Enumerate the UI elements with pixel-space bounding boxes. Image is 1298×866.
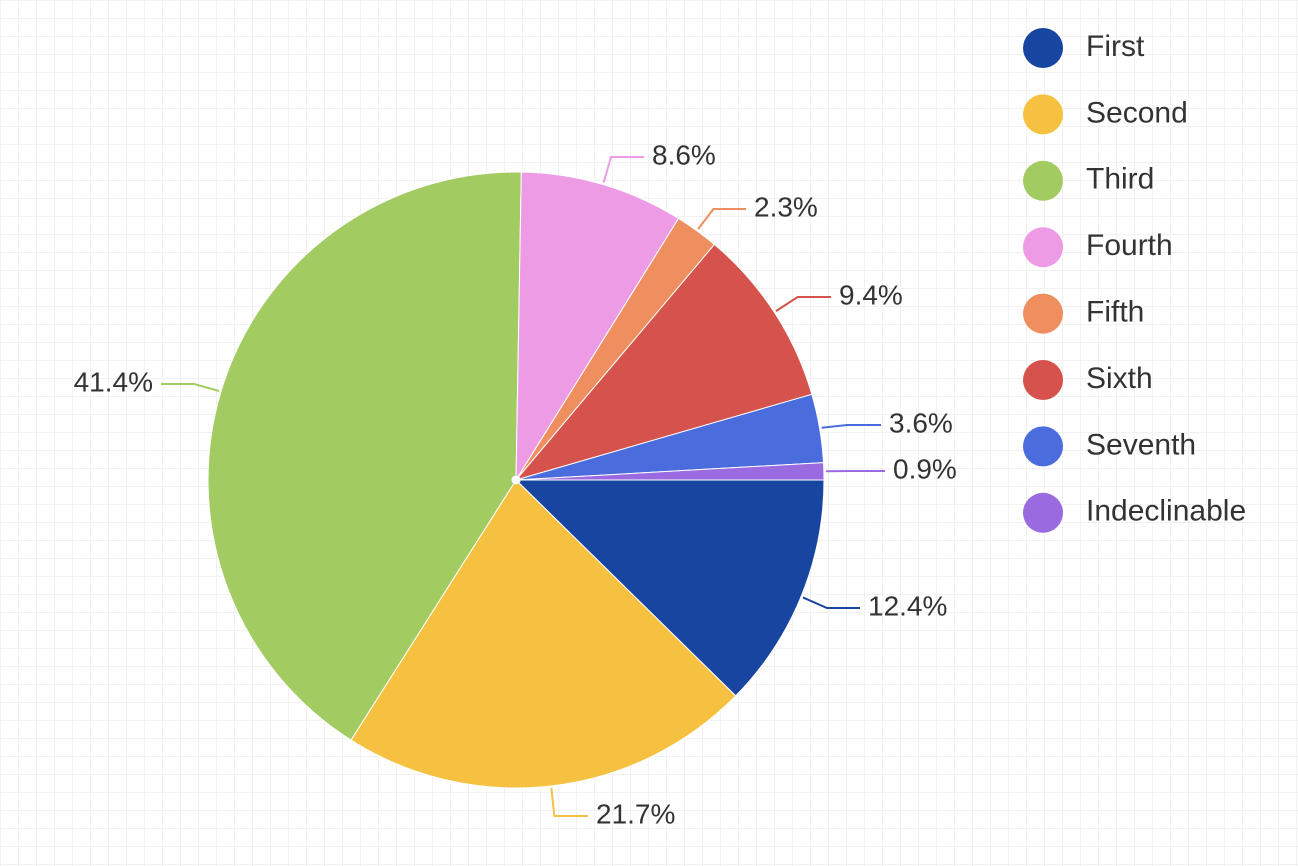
- slice-label-indeclinable: 0.9%: [893, 453, 957, 484]
- pie-slices: [207, 171, 825, 789]
- leader-line-first: [802, 596, 860, 609]
- label-leader-lines: [161, 156, 885, 817]
- pie-slice-second: [350, 479, 737, 789]
- legend: First Second Third Fourth Fifth Sixth Seventh I…: [1023, 28, 1246, 533]
- leader-line-second: [550, 787, 588, 817]
- leader-line-sixth: [775, 296, 831, 312]
- pie-slice-third: [207, 171, 522, 741]
- slice-label-fourth: 8.6%: [652, 139, 716, 170]
- legend-label-first[interactable]: First: [1086, 30, 1145, 63]
- leader-line-third: [161, 383, 220, 392]
- slice-label-second: 21.7%: [596, 798, 675, 829]
- legend-label-indeclinable[interactable]: Indeclinable: [1086, 495, 1246, 528]
- legend-label-second[interactable]: Second: [1086, 96, 1188, 129]
- slice-label-first: 12.4%: [868, 590, 947, 621]
- leader-line-fourth: [602, 156, 644, 183]
- slice-label-sixth: 9.4%: [839, 279, 903, 310]
- legend-swatch-seventh[interactable]: [1023, 426, 1063, 467]
- slice-label-fifth: 2.3%: [754, 191, 818, 222]
- pie-center-dot: [511, 475, 521, 485]
- legend-swatch-sixth[interactable]: [1023, 360, 1063, 400]
- leader-line-seventh: [821, 424, 881, 429]
- pie-slice-first: [514, 479, 825, 697]
- legend-swatch-indeclinable[interactable]: [1023, 492, 1063, 533]
- legend-label-third[interactable]: Third: [1086, 163, 1154, 196]
- legend-label-fifth[interactable]: Fifth: [1086, 296, 1144, 329]
- legend-label-fourth[interactable]: Fourth: [1086, 229, 1173, 262]
- legend-swatch-third[interactable]: [1023, 160, 1063, 201]
- legend-label-seventh[interactable]: Seventh: [1086, 428, 1196, 461]
- slice-labels: 12.4% 21.7% 41.4% 8.6% 2.3% 9.4% 3.6% 0.9%: [74, 139, 957, 829]
- pie-slice-fourth: [515, 171, 680, 482]
- pie-slice-indeclinable: [515, 462, 825, 481]
- leader-line-fifth: [697, 208, 746, 230]
- legend-swatch-fifth[interactable]: [1023, 293, 1063, 334]
- slice-label-seventh: 3.6%: [889, 407, 953, 438]
- legend-swatch-first[interactable]: [1023, 28, 1063, 68]
- legend-swatch-second[interactable]: [1023, 94, 1063, 135]
- legend-label-sixth[interactable]: Sixth: [1086, 362, 1153, 395]
- slice-label-third: 41.4%: [74, 366, 153, 397]
- pie-slice-sixth: [514, 243, 813, 481]
- legend-swatch-fourth[interactable]: [1023, 227, 1063, 268]
